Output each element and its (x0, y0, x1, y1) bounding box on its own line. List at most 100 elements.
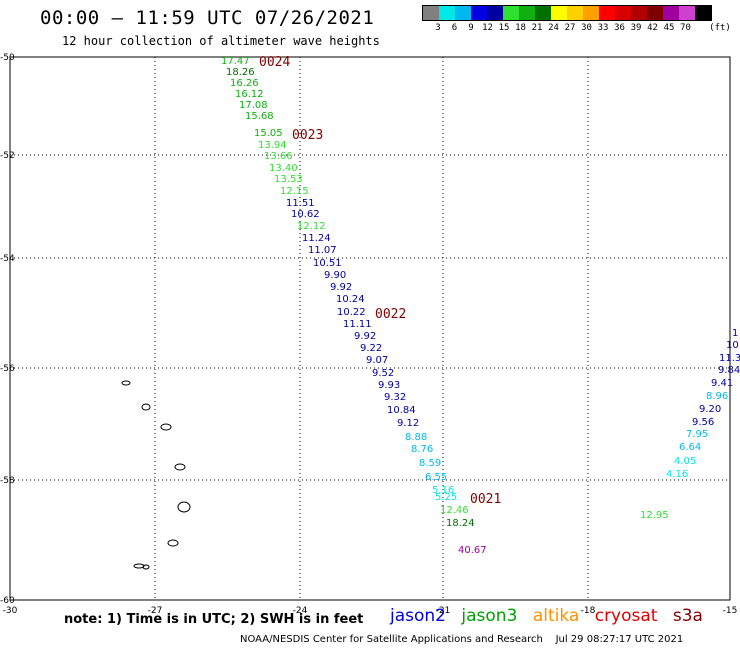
wave-height-label: 10.84 (387, 405, 416, 416)
wave-height-label: 1 (732, 328, 738, 339)
scale-swatch (567, 6, 583, 20)
wave-height-label: 4.05 (674, 456, 696, 467)
wave-height-label: 12.12 (297, 221, 326, 232)
scale-label: 6 (451, 23, 458, 33)
wave-height-label: 10.51 (313, 258, 342, 269)
wave-height-label: 13.66 (264, 151, 293, 162)
legend-cryosat: cryosat (594, 606, 658, 626)
footnote: note: 1) Time is in UTC; 2) SWH is in fe… (64, 612, 364, 627)
latitude-label: -52 (0, 151, 15, 161)
longitude-label: -27 (148, 606, 163, 616)
scale-swatch (551, 6, 567, 20)
scale-label: 70 (680, 23, 691, 33)
pass-time-label: 0024 (259, 55, 290, 70)
island-outline (141, 403, 151, 411)
wave-height-label: 9.22 (360, 343, 382, 354)
wave-height-label: 12.15 (280, 186, 309, 197)
wave-height-label: 17.47 (221, 56, 250, 67)
scale-label: 39 (630, 23, 642, 33)
legend-jason3: jason3 (461, 606, 518, 626)
scale-label: 24 (548, 23, 559, 33)
scale-label: 12 (482, 23, 493, 33)
wave-height-label: 13.94 (258, 140, 287, 151)
scale-swatch (583, 6, 599, 20)
island-outline (167, 539, 179, 547)
scale-unit: (ft) (709, 23, 731, 33)
pass-time-label: 0023 (292, 128, 323, 143)
scale-swatch (631, 6, 647, 20)
wave-height-label: 9.90 (324, 270, 346, 281)
scale-label: 15 (498, 23, 510, 33)
wave-height-label: 9.93 (378, 380, 400, 391)
island-outline (121, 380, 131, 386)
island-outline (160, 423, 172, 431)
scale-label: 36 (614, 23, 625, 33)
wave-height-label: 9.92 (330, 282, 352, 293)
wave-height-label: 11.07 (308, 245, 337, 256)
legend-altika: altika (532, 606, 580, 626)
scale-swatch (423, 6, 439, 20)
wave-height-label: 16.12 (235, 89, 264, 100)
wave-height-label: 6.55 (425, 472, 447, 483)
latitude-label: -50 (0, 53, 15, 63)
wave-height-label: 9.92 (354, 331, 376, 342)
wave-height-label: 11.11 (343, 319, 372, 330)
wave-height-label: 11.51 (286, 198, 315, 209)
wave-height-label: 10.62 (291, 209, 320, 220)
island-outlines (121, 380, 191, 570)
scale-label: 30 (581, 23, 592, 33)
pass-time-label: 0022 (375, 307, 406, 322)
wave-height-label: 40.67 (458, 545, 487, 556)
scale-swatch (695, 6, 711, 20)
wave-height-label: 9.32 (384, 392, 406, 403)
axis-labels: -50 -52 -54 -56 -58 -60-30 -27 -24 -21 -18 -15 (0, 53, 737, 616)
wave-height-label: 9.07 (366, 355, 388, 366)
map-grid (9, 56, 731, 601)
color-scale: 3 6 9 12 15 18 21 24 27 30 33 36 39 42 45 70 (ft) (422, 5, 731, 35)
wave-height-label: 18.26 (226, 67, 255, 78)
wave-height-label: 9.84 (718, 365, 740, 376)
scale-label: 42 (647, 23, 658, 33)
scale-swatch (599, 6, 615, 20)
credit-line: NOAA/NESDIS Center for Satellite Applica… (240, 634, 684, 645)
longitude-label: -15 (723, 606, 738, 616)
wave-height-label: 4.16 (666, 469, 688, 480)
wave-height-label: 12.46 (440, 505, 469, 516)
scale-swatch (471, 6, 487, 20)
wave-height-label: 17.08 (239, 100, 268, 111)
scale-label: 9 (468, 23, 474, 33)
wave-height-label: 18.24 (446, 518, 475, 529)
scale-swatch (615, 6, 631, 20)
wave-height-label: 10.24 (336, 294, 365, 305)
wave-height-label: 12.95 (640, 510, 669, 521)
latitude-label: -54 (0, 254, 15, 264)
wave-height-label: 9.56 (692, 417, 714, 428)
scale-label: 21 (531, 23, 543, 33)
scale-swatch (679, 6, 695, 20)
legend-jason2: jason2 (390, 606, 446, 626)
wave-height-label: 9.41 (711, 378, 733, 389)
scale-swatch (519, 6, 535, 20)
color-scale-bar (422, 5, 712, 21)
satellite-legend: jason2 jason3 altika cryosat s3a (390, 606, 713, 626)
latitude-label: -56 (0, 364, 15, 374)
wave-height-label: 9.12 (397, 418, 419, 429)
wave-height-label: 8.59 (419, 458, 441, 469)
wave-height-label: 11.3 (719, 353, 740, 364)
scale-swatch (487, 6, 503, 20)
scale-label: 33 (597, 23, 609, 33)
pass-time-label: 0021 (470, 492, 501, 507)
scale-swatch (535, 6, 551, 20)
wave-height-label: 9.20 (699, 404, 721, 415)
island-outline (133, 563, 145, 569)
wave-height-label: 10.22 (337, 307, 366, 318)
color-scale-labels: 3 6 9 12 15 18 21 24 27 30 33 36 39 42 45 70 (ft) (422, 21, 731, 35)
scale-swatch (439, 6, 455, 20)
wave-height-label: 10 (726, 340, 739, 351)
wave-height-label: 15.05 (254, 128, 283, 139)
longitude-label: -21 (436, 606, 451, 616)
wave-height-label: 13.53 (274, 174, 303, 185)
wave-height-label: 15.68 (245, 111, 274, 122)
